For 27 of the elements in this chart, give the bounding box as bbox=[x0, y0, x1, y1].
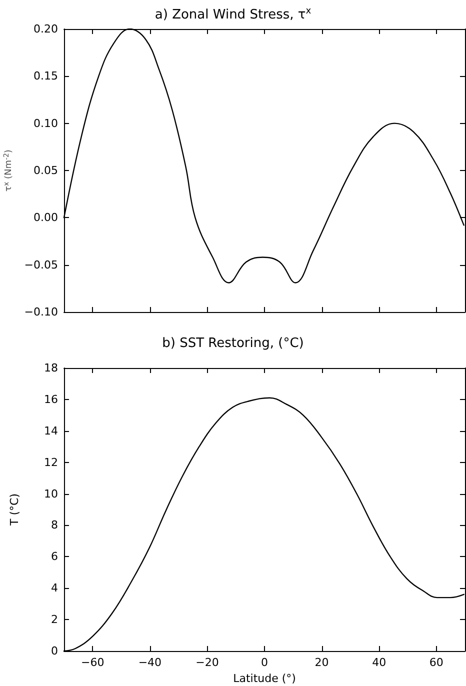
y-tick-label: 0.05 bbox=[34, 164, 58, 177]
x-tick-label: 40 bbox=[372, 656, 386, 669]
x-axis-title: Latitude (°) bbox=[233, 672, 296, 685]
x-tick-label: −60 bbox=[81, 656, 104, 669]
y-tick-label: −0.10 bbox=[24, 306, 58, 318]
y-tick-label: 2 bbox=[51, 613, 58, 626]
x-tick-label: −20 bbox=[196, 656, 219, 669]
y-tick-label: 0.10 bbox=[34, 116, 58, 130]
y-tick-label: 0.20 bbox=[34, 22, 58, 36]
y-tick-label: 12 bbox=[44, 456, 58, 469]
y-tick-label: 0 bbox=[51, 644, 58, 658]
x-tick-label: 0 bbox=[261, 656, 268, 669]
y-tick-label: 4 bbox=[51, 582, 58, 595]
y-tick-label: 16 bbox=[44, 392, 58, 406]
y-tick-label: 10 bbox=[44, 487, 58, 500]
y-axis-title: T (°C) bbox=[8, 494, 21, 526]
y-tick-label: 18 bbox=[44, 362, 58, 374]
y-tick-label: 6 bbox=[51, 550, 58, 564]
x-tick-label: 60 bbox=[429, 656, 444, 669]
chart-title: b) SST Restoring, (°C) bbox=[162, 336, 304, 351]
y-tick-label: 0.00 bbox=[34, 211, 58, 224]
y-tick-label: 14 bbox=[44, 424, 58, 438]
y-tick-label: −0.05 bbox=[24, 258, 58, 272]
y-tick-label: 8 bbox=[51, 518, 58, 532]
x-tick-label: −40 bbox=[138, 656, 162, 669]
x-tick-label: 20 bbox=[314, 656, 329, 669]
y-tick-label: 0.15 bbox=[34, 70, 58, 83]
